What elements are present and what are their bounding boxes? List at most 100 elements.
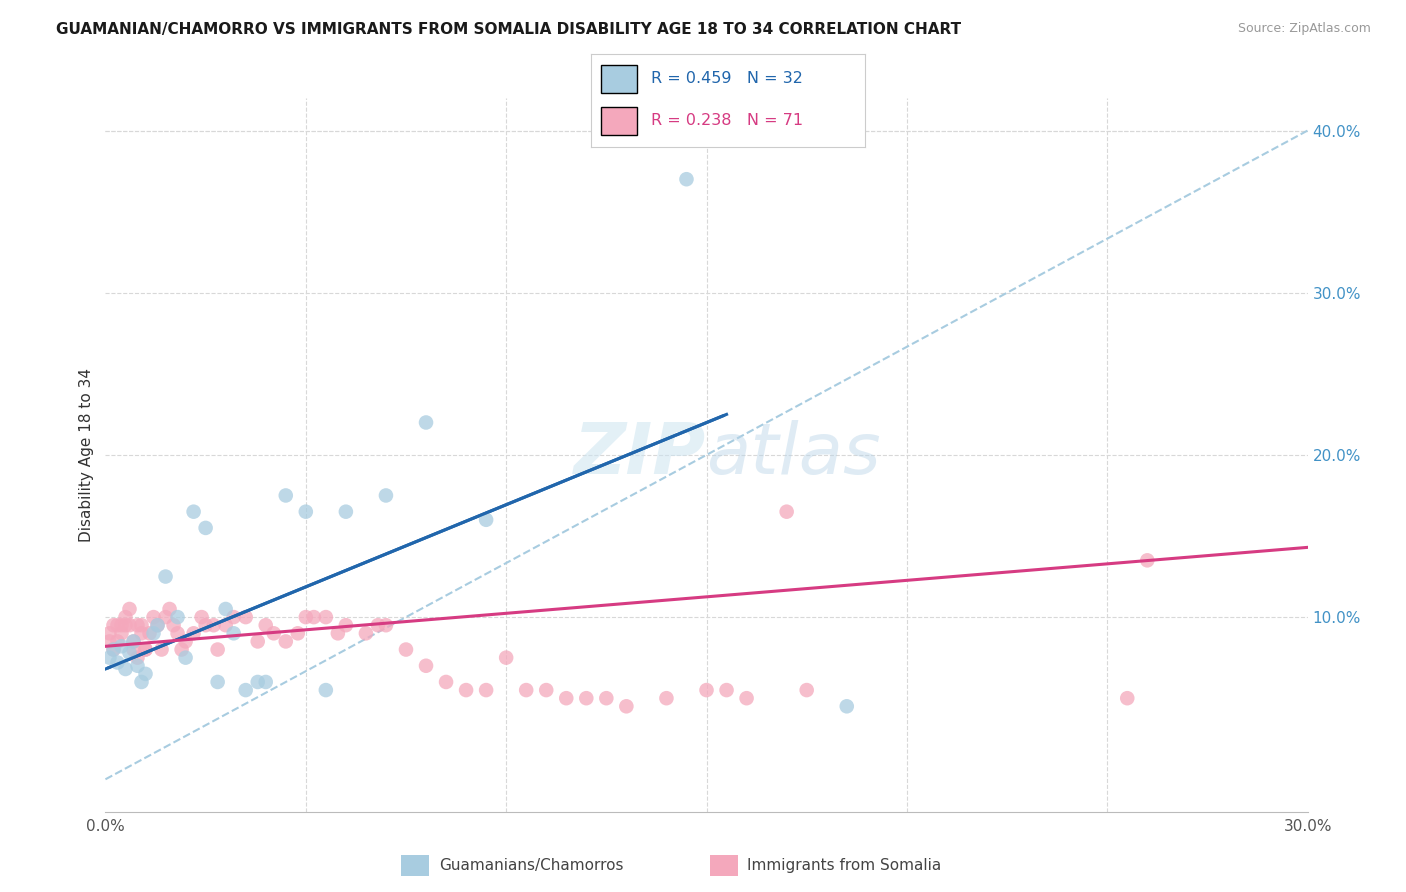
Point <box>222 610 245 624</box>
Point <box>302 610 325 624</box>
Point <box>716 683 738 698</box>
Point <box>98 650 121 665</box>
Point <box>274 634 297 648</box>
Point <box>263 626 285 640</box>
Point <box>131 626 153 640</box>
Point <box>127 618 149 632</box>
Point <box>118 602 141 616</box>
Point <box>595 691 617 706</box>
Point <box>150 642 173 657</box>
Point <box>107 618 129 632</box>
Point <box>367 618 389 632</box>
Point <box>159 602 181 616</box>
Point <box>146 618 169 632</box>
Point <box>114 662 136 676</box>
Point <box>118 618 141 632</box>
Point <box>103 618 125 632</box>
Point <box>675 172 697 186</box>
Point <box>174 634 197 648</box>
Point <box>142 610 165 624</box>
Point <box>131 618 153 632</box>
Point <box>374 488 398 502</box>
Point <box>555 691 578 706</box>
Point <box>98 626 121 640</box>
Point <box>146 618 169 632</box>
Point <box>110 626 132 640</box>
Point <box>235 683 257 698</box>
Point <box>98 634 121 648</box>
Point <box>696 683 718 698</box>
Point <box>183 505 205 519</box>
Point <box>315 683 337 698</box>
Text: Source: ZipAtlas.com: Source: ZipAtlas.com <box>1237 22 1371 36</box>
Point <box>166 610 188 624</box>
Point <box>776 505 799 519</box>
Point <box>835 699 858 714</box>
Point <box>415 416 437 430</box>
Point <box>110 640 132 654</box>
Point <box>166 626 188 640</box>
FancyBboxPatch shape <box>602 107 637 135</box>
Point <box>118 646 141 660</box>
Point <box>295 505 318 519</box>
Point <box>155 569 177 583</box>
Point <box>246 634 269 648</box>
Point <box>114 610 136 624</box>
Point <box>515 683 537 698</box>
Point <box>434 675 457 690</box>
Point <box>107 656 129 670</box>
Point <box>194 521 217 535</box>
Point <box>274 488 297 502</box>
Point <box>287 626 309 640</box>
Point <box>214 602 236 616</box>
Point <box>575 691 598 706</box>
Point <box>246 675 269 690</box>
Point <box>127 650 149 665</box>
Point <box>103 642 125 657</box>
Point <box>202 618 225 632</box>
Point <box>135 666 157 681</box>
Point <box>395 642 418 657</box>
Point <box>207 642 229 657</box>
Point <box>190 610 212 624</box>
Point <box>214 618 236 632</box>
Text: Immigrants from Somalia: Immigrants from Somalia <box>747 858 941 872</box>
Point <box>194 618 217 632</box>
Point <box>122 634 145 648</box>
Point <box>131 675 153 690</box>
Point <box>475 513 498 527</box>
Point <box>295 610 318 624</box>
Point <box>107 634 129 648</box>
Point <box>335 618 357 632</box>
Point <box>1116 691 1139 706</box>
Point <box>254 618 277 632</box>
Point <box>135 642 157 657</box>
Point <box>475 683 498 698</box>
Point <box>534 683 557 698</box>
Point <box>114 618 136 632</box>
Point <box>207 675 229 690</box>
Point <box>235 610 257 624</box>
Text: ZIP: ZIP <box>574 420 707 490</box>
Point <box>110 618 132 632</box>
Point <box>254 675 277 690</box>
Point <box>103 642 125 657</box>
Point <box>616 699 638 714</box>
Point <box>138 626 160 640</box>
Point <box>335 505 357 519</box>
Point <box>222 626 245 640</box>
Point <box>454 683 477 698</box>
Text: GUAMANIAN/CHAMORRO VS IMMIGRANTS FROM SOMALIA DISABILITY AGE 18 TO 34 CORRELATIO: GUAMANIAN/CHAMORRO VS IMMIGRANTS FROM SO… <box>56 22 962 37</box>
Point <box>142 626 165 640</box>
Point <box>1136 553 1159 567</box>
Point <box>135 642 157 657</box>
Y-axis label: Disability Age 18 to 34: Disability Age 18 to 34 <box>79 368 94 542</box>
FancyBboxPatch shape <box>602 65 637 93</box>
Point <box>735 691 758 706</box>
Point <box>495 650 517 665</box>
Point <box>374 618 398 632</box>
Point <box>354 626 377 640</box>
Point <box>315 610 337 624</box>
Point <box>655 691 678 706</box>
Point <box>127 658 149 673</box>
